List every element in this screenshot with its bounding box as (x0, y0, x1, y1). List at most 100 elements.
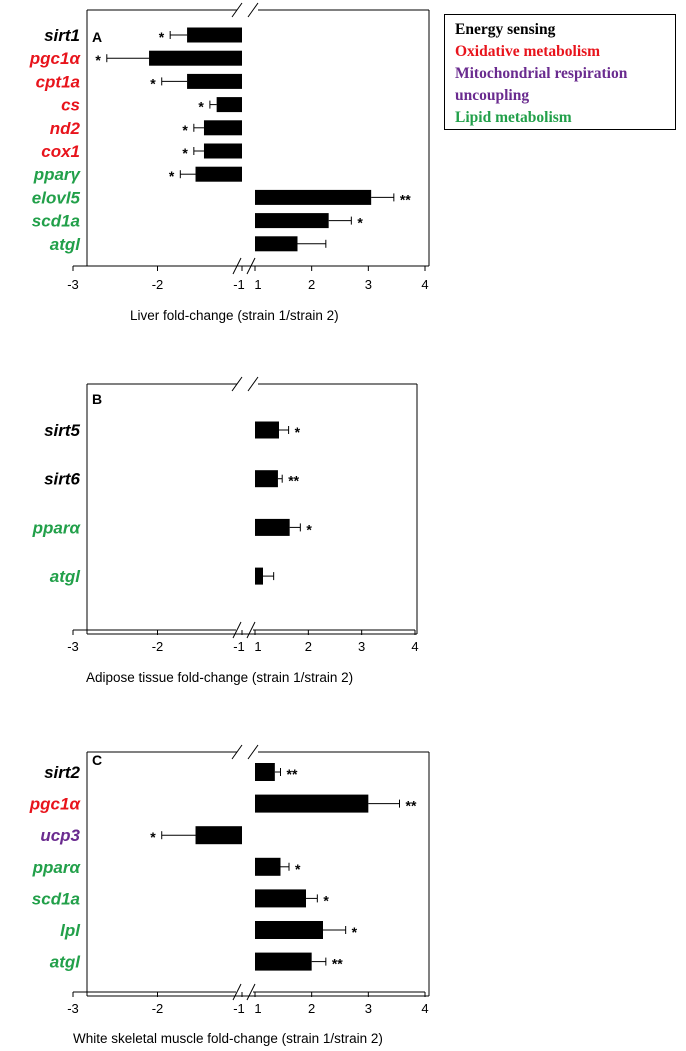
panel-label: C (92, 752, 102, 768)
x-tick-label: 3 (365, 277, 372, 292)
bar-pgc1alpha (255, 794, 369, 813)
significance-marker-pparalpha: * (306, 521, 312, 537)
gene-label-atgl: atgl (50, 235, 82, 254)
bar-sirt5 (255, 421, 279, 439)
bar-pparalpha (255, 857, 281, 876)
bar-atgl (255, 567, 263, 585)
axis-break-mark-bottom-1 (232, 983, 242, 1001)
significance-marker-elovl5: ** (400, 191, 411, 207)
legend: Energy sensing Oxidative metabolism Mito… (444, 14, 676, 130)
x-axis-label: Liver fold-change (strain 1/strain 2) (130, 308, 339, 323)
panel-c: -3 -2 -1 1 2 3 4 White skeletal muscle fold-cha… (29, 744, 430, 1046)
gene-label-cs: cs (61, 96, 80, 115)
axis-break-mark-bottom-2 (246, 983, 256, 1001)
x-tick-label: -3 (67, 1001, 79, 1016)
bar-nd2 (203, 120, 242, 136)
gene-label-sirt5: sirt5 (44, 421, 80, 440)
x-tick-label: -2 (152, 639, 164, 654)
gene-label-cpt1a: cpt1a (36, 72, 80, 91)
gene-label-sirt6: sirt6 (44, 470, 80, 489)
gene-label-sirt1: sirt1 (44, 26, 80, 45)
x-tick-label: -2 (152, 1001, 164, 1016)
bar-sirt2 (255, 763, 275, 781)
bar-sirt6 (255, 470, 278, 488)
bar-cpt1a (187, 73, 242, 89)
axis-break-mark-top-1 (231, 744, 243, 760)
legend-item-energy-sensing: Energy sensing (455, 21, 556, 38)
gene-label-scd1a: scd1a (32, 212, 80, 231)
bar-pparalpha (255, 518, 290, 536)
significance-marker-pgc1alpha: * (95, 52, 101, 68)
significance-marker-lpl: * (352, 924, 358, 940)
significance-marker-sirt2: ** (287, 766, 298, 782)
significance-marker-cs: * (198, 99, 204, 115)
significance-marker-pgc1alpha: ** (406, 798, 417, 814)
gene-label-sirt2: sirt2 (44, 763, 80, 782)
x-tick-label: 3 (365, 1001, 372, 1016)
gene-label-atgl: atgl (50, 953, 82, 972)
panel-a: -3 -2 -1 1 2 3 4 Liver fold-change (strain 1/st… (29, 2, 430, 323)
significance-marker-sirt1: * (159, 29, 165, 45)
significance-marker-ucp3: * (150, 829, 156, 845)
x-axis-label: Adipose tissue fold-change (strain 1/str… (86, 670, 353, 685)
bar-ppargamma (195, 166, 242, 182)
x-tick-label: 1 (254, 1001, 261, 1016)
gene-label-scd1a: scd1a (32, 889, 80, 908)
x-tick-label: 1 (254, 277, 261, 292)
x-tick-label: -1 (233, 1001, 245, 1016)
axis-break-mark-bottom-2 (246, 621, 256, 639)
significance-marker-cpt1a: * (150, 75, 156, 91)
significance-marker-sirt6: ** (288, 473, 299, 489)
gene-label-cox1: cox1 (41, 142, 80, 161)
x-axis-label: White skeletal muscle fold-change (strai… (73, 1031, 383, 1046)
legend-item-uncoupling: uncoupling (455, 87, 530, 104)
significance-marker-scd1a: * (357, 215, 363, 231)
x-tick-label: -1 (233, 277, 245, 292)
x-tick-label: 3 (358, 639, 365, 654)
significance-marker-cox1: * (182, 145, 188, 161)
legend-item-lipid-metabolism: Lipid metabolism (455, 109, 572, 126)
x-tick-label: -3 (67, 639, 79, 654)
gene-label-elovl5: elovl5 (32, 188, 81, 207)
panel-label: B (92, 391, 102, 407)
x-tick-label: 4 (411, 639, 418, 654)
gene-label-atgl: atgl (50, 567, 82, 586)
gene-label-pgc1alpha: pgc1α (29, 49, 82, 68)
axis-break-mark-bottom-1 (232, 621, 242, 639)
bar-ucp3 (195, 826, 242, 845)
gene-label-pparalpha: pparα (32, 518, 82, 537)
x-tick-label: 2 (308, 1001, 315, 1016)
x-tick-label: 1 (254, 639, 261, 654)
bar-scd1a (255, 213, 329, 229)
axis-break-mark-top-2 (247, 376, 259, 392)
bar-lpl (255, 921, 323, 939)
legend-item-oxidative-metabolism: Oxidative metabolism (455, 43, 601, 60)
x-tick-label: -3 (67, 277, 79, 292)
axis-break-mark-top-2 (247, 2, 259, 18)
bar-scd1a (255, 889, 306, 908)
significance-marker-scd1a: * (323, 892, 329, 908)
axis-break-mark-top-1 (231, 2, 243, 18)
axis-break-mark-top-1 (231, 376, 243, 392)
significance-marker-ppargamma: * (169, 168, 175, 184)
axis-break-mark-bottom-1 (232, 257, 242, 275)
x-tick-label: -2 (152, 277, 164, 292)
panel-label: A (92, 29, 102, 45)
significance-marker-sirt5: * (295, 424, 301, 440)
x-tick-label: 4 (421, 277, 428, 292)
bar-atgl (255, 952, 312, 971)
bar-elovl5 (255, 189, 372, 205)
panel-b: -3 -2 -1 1 2 3 4 Adipose tissue fold-change (st… (32, 376, 419, 685)
legend-item-mitochondrial-respiration: Mitochondrial respiration (455, 65, 628, 82)
x-tick-label: 4 (421, 1001, 428, 1016)
significance-marker-atgl: ** (332, 956, 343, 972)
significance-marker-pparalpha: * (295, 861, 301, 877)
axis-break-mark-bottom-2 (246, 257, 256, 275)
bar-cox1 (203, 143, 242, 159)
gene-label-ppargamma: pparγ (33, 165, 82, 184)
gene-label-pparalpha: pparα (32, 858, 82, 877)
x-tick-label: 2 (308, 277, 315, 292)
gene-label-pgc1alpha: pgc1α (29, 795, 82, 814)
gene-label-ucp3: ucp3 (40, 826, 80, 845)
